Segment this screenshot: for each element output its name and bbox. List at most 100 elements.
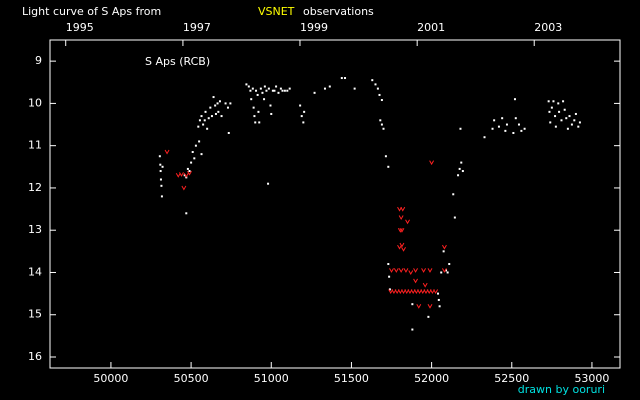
title-suffix: observations: [303, 5, 374, 18]
data-point: [513, 98, 516, 101]
data-point: [550, 106, 553, 109]
limit-point: [427, 268, 433, 273]
data-point: [446, 271, 449, 274]
data-point: [460, 161, 463, 164]
limit-point: [164, 149, 170, 155]
data-point: [313, 91, 316, 94]
data-point: [573, 119, 576, 122]
data-point: [209, 106, 212, 109]
data-point: [194, 144, 197, 147]
credit: drawn by ooruri: [518, 383, 605, 396]
data-point: [279, 87, 282, 90]
data-point: [229, 102, 232, 105]
data-point: [380, 123, 383, 126]
data-point: [437, 292, 440, 295]
data-point: [203, 119, 206, 122]
data-point: [193, 157, 196, 160]
x-tick-label: 52000: [414, 372, 449, 385]
data-point: [190, 161, 193, 164]
data-point: [442, 250, 445, 253]
data-point: [452, 193, 455, 196]
limit-point: [413, 268, 419, 273]
x2-tick-label: 2003: [534, 21, 562, 34]
data-point: [457, 174, 460, 177]
limit-point: [398, 215, 404, 221]
limit-point: [408, 270, 414, 275]
data-point: [186, 167, 189, 170]
limit-point: [401, 246, 406, 252]
data-point: [344, 77, 347, 80]
data-point: [191, 151, 194, 154]
data-point: [202, 123, 205, 126]
limit-point: [398, 268, 404, 273]
data-point: [353, 87, 356, 90]
data-point: [198, 140, 201, 143]
data-point: [491, 127, 494, 130]
limit-point: [433, 289, 439, 295]
data-point: [256, 93, 259, 96]
data-point: [200, 115, 203, 118]
limit-point: [187, 170, 192, 176]
y-tick-label: 13: [28, 223, 42, 236]
data-point: [212, 96, 215, 99]
data-point: [299, 104, 302, 107]
data-point: [427, 315, 430, 318]
data-point: [275, 85, 278, 88]
data-point: [159, 178, 162, 181]
data-point: [378, 93, 381, 96]
data-point: [549, 121, 552, 124]
data-point: [411, 328, 414, 331]
data-point: [577, 125, 580, 128]
data-point: [574, 112, 577, 115]
data-point: [562, 100, 565, 103]
data-point: [281, 89, 284, 92]
data-point: [380, 99, 383, 102]
limit-point: [405, 219, 410, 225]
data-point: [554, 125, 557, 128]
limit-point: [427, 304, 433, 309]
data-point: [547, 100, 550, 103]
data-point: [263, 98, 266, 101]
data-point: [554, 115, 557, 118]
data-point: [200, 153, 203, 156]
data-point: [253, 115, 256, 118]
data-point: [302, 121, 305, 124]
data-point: [286, 89, 289, 92]
limit-point: [393, 268, 399, 273]
data-point: [259, 87, 262, 90]
data-point: [517, 123, 520, 126]
data-point: [214, 112, 217, 115]
y-tick-label: 14: [28, 265, 42, 278]
limit-point: [416, 304, 422, 309]
data-point: [158, 155, 161, 158]
plot-frame: [49, 39, 621, 369]
data-point: [438, 305, 441, 308]
limit-point: [422, 282, 428, 288]
y-tick-label: 15: [28, 308, 42, 321]
data-point: [269, 104, 272, 107]
data-point: [303, 110, 306, 113]
data-point: [159, 170, 162, 173]
data-point: [267, 182, 270, 185]
data-point: [340, 77, 343, 80]
data-point: [183, 174, 186, 177]
limit-point: [421, 268, 427, 273]
limit-point: [399, 227, 405, 233]
y-tick-label: 16: [28, 350, 42, 363]
data-point: [448, 263, 451, 266]
data-point: [226, 106, 229, 109]
data-point: [458, 167, 461, 170]
data-point: [505, 123, 508, 126]
data-point: [563, 108, 566, 111]
x2-tick-label: 1997: [183, 21, 211, 34]
chart-title: Light curve of S Aps from: [22, 5, 161, 18]
x2-tick-label: 1995: [66, 21, 94, 34]
data-point: [387, 165, 390, 168]
data-point: [461, 170, 464, 173]
y-tick-label: 9: [35, 54, 42, 67]
data-point: [217, 110, 220, 113]
x2-tick-label: 1999: [300, 21, 328, 34]
data-point: [570, 123, 573, 126]
x-tick-label: 51500: [334, 372, 369, 385]
